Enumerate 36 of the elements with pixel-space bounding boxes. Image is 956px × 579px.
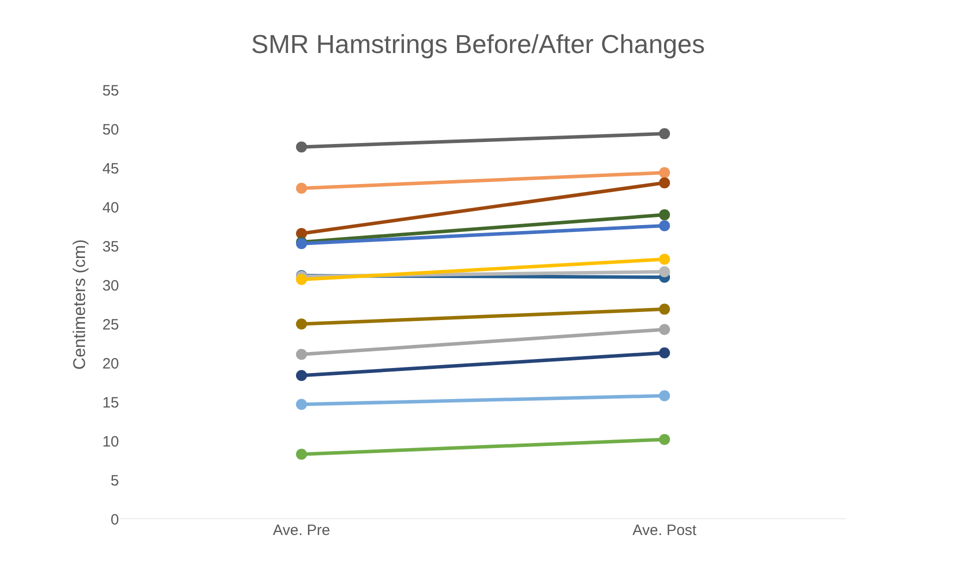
- y-axis-title: Centimeters (cm): [70, 239, 89, 370]
- point: [659, 220, 670, 232]
- y-tick-label: 30: [102, 277, 119, 294]
- point: [659, 390, 670, 402]
- point: [659, 254, 670, 265]
- point: [296, 318, 307, 330]
- point: [296, 348, 307, 360]
- y-tick-label: 15: [102, 394, 119, 412]
- y-tick-label: 10: [102, 433, 119, 450]
- y-tick-label: 20: [102, 355, 119, 372]
- point: [659, 434, 670, 445]
- y-tick-label: 0: [110, 511, 119, 528]
- point: [659, 209, 670, 220]
- point: [659, 304, 670, 315]
- point: [659, 177, 670, 188]
- y-tick-label: 35: [102, 238, 119, 256]
- point: [659, 324, 670, 335]
- y-tick-label: 5: [110, 472, 119, 490]
- x-tick-label: Ave. Pre: [272, 522, 330, 539]
- point: [296, 141, 307, 152]
- point: [296, 274, 307, 286]
- y-tick-label: 45: [102, 160, 119, 178]
- y-tick-label: 55: [102, 82, 119, 100]
- y-tick-label: 40: [102, 199, 119, 216]
- point: [296, 370, 307, 381]
- chart-title: SMR Hamstrings Before/After Changes: [251, 28, 705, 59]
- y-tick-label: 50: [102, 121, 119, 138]
- point: [296, 398, 307, 410]
- point: [659, 128, 670, 140]
- point: [296, 448, 307, 460]
- point: [659, 266, 670, 278]
- point: [659, 167, 670, 178]
- x-tick-label: Ave. Post: [632, 522, 698, 539]
- point: [659, 347, 670, 358]
- point: [296, 182, 307, 194]
- y-tick-label: 25: [102, 316, 119, 334]
